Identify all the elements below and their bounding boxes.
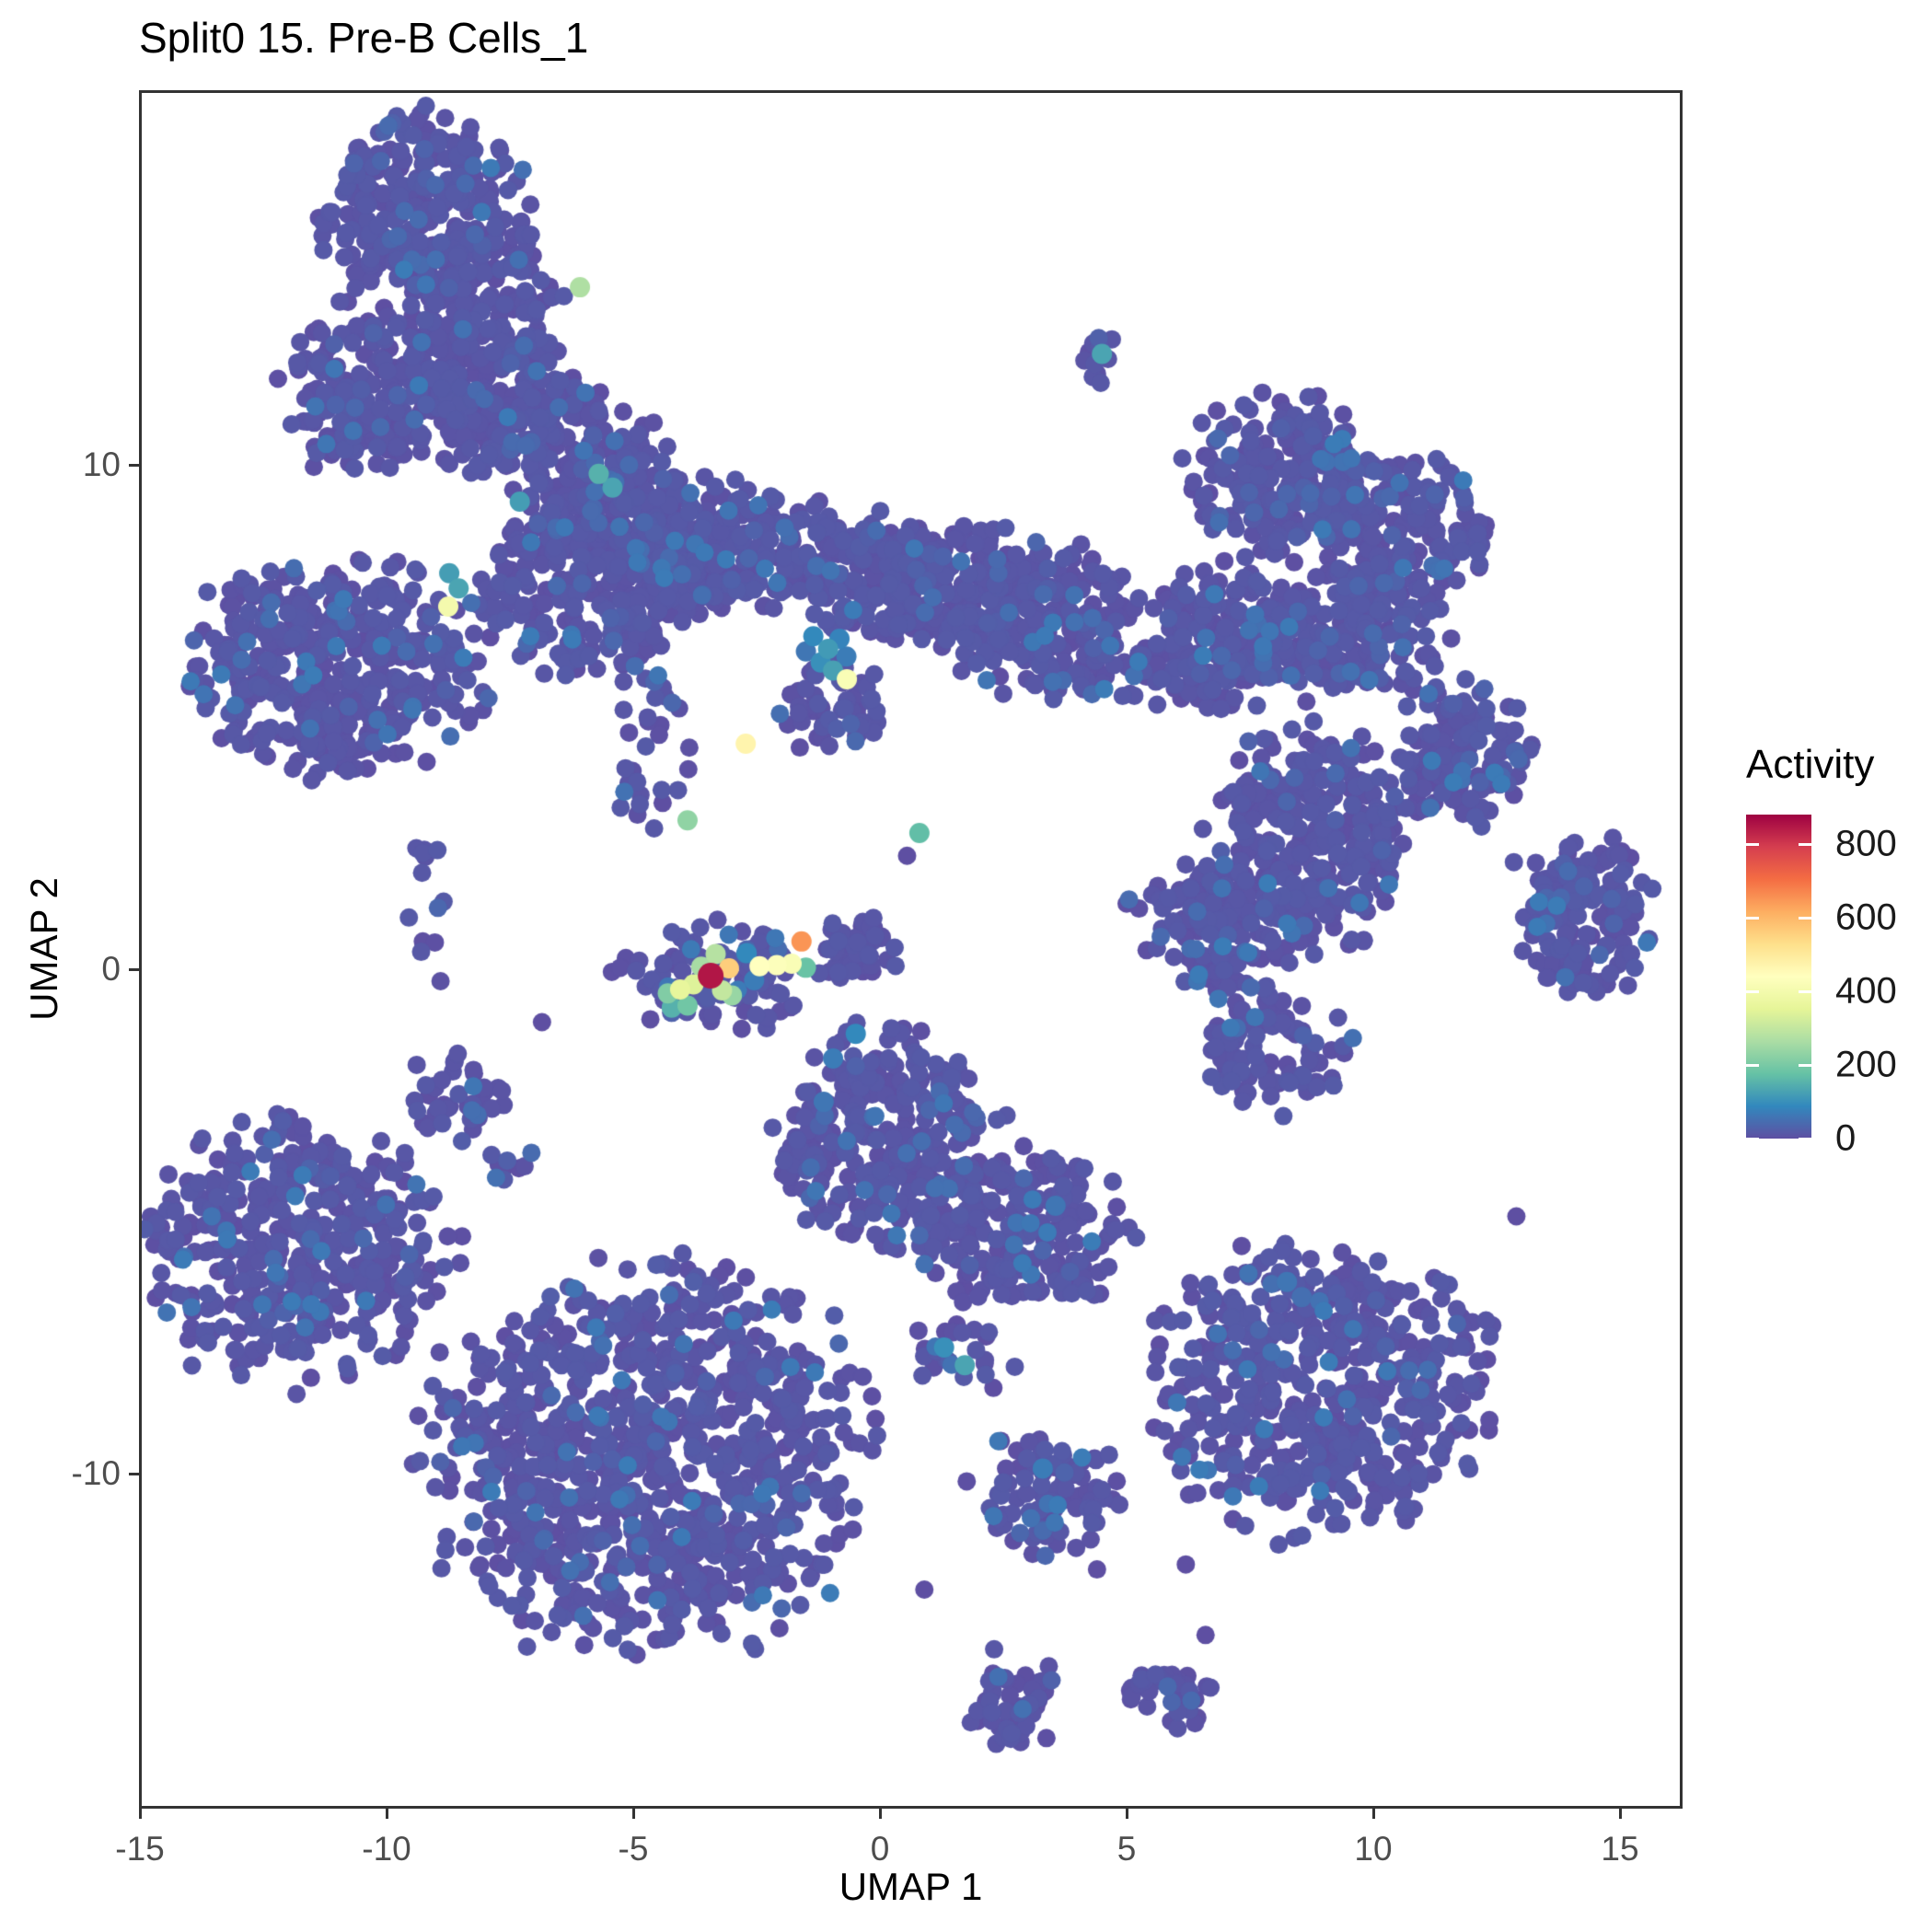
- colorbar-tick-mark: [1746, 917, 1759, 920]
- y-tick-label: -10: [71, 1454, 121, 1492]
- x-tick-mark: [879, 1809, 882, 1819]
- x-tick-label: -10: [362, 1830, 411, 1868]
- y-tick-mark: [129, 464, 139, 467]
- plot-panel: [139, 90, 1683, 1809]
- x-tick-label: -5: [618, 1830, 649, 1868]
- colorbar-tick-mark: [1799, 1064, 1811, 1067]
- x-tick-label: 5: [1116, 1830, 1137, 1868]
- x-tick-label: -15: [115, 1830, 165, 1868]
- colorbar-tick-mark: [1746, 1064, 1759, 1067]
- colorbar-tick-label: 600: [1835, 897, 1897, 938]
- colorbar-tick-mark: [1799, 1138, 1811, 1140]
- colorbar-tick-label: 400: [1835, 970, 1897, 1012]
- colorbar-tick-mark: [1799, 843, 1811, 846]
- colorbar-tick-mark: [1746, 990, 1759, 993]
- y-axis-title: UMAP 2: [22, 877, 65, 1021]
- x-tick-mark: [1372, 1809, 1375, 1819]
- x-axis-title: UMAP 1: [839, 1865, 983, 1908]
- colorbar-tick-mark: [1746, 843, 1759, 846]
- activity-colorbar: [1746, 815, 1811, 1139]
- colorbar-tick-mark: [1746, 1138, 1759, 1140]
- y-tick-label: 0: [101, 950, 121, 988]
- y-tick-mark: [129, 968, 139, 971]
- x-tick-label: 15: [1601, 1830, 1639, 1868]
- x-tick-mark: [139, 1809, 142, 1819]
- y-tick-mark: [129, 1473, 139, 1475]
- x-tick-label: 0: [870, 1830, 890, 1868]
- x-tick-mark: [386, 1809, 388, 1819]
- x-tick-label: 10: [1354, 1830, 1393, 1868]
- x-tick-mark: [1126, 1809, 1128, 1819]
- plot-title: Split0 15. Pre-B Cells_1: [139, 14, 589, 62]
- umap-scatter-canvas: [142, 93, 1680, 1806]
- x-tick-mark: [1619, 1809, 1622, 1819]
- x-tick-mark: [632, 1809, 635, 1819]
- colorbar-tick-label: 200: [1835, 1044, 1897, 1085]
- legend-title: Activity: [1746, 742, 1875, 787]
- y-tick-label: 10: [82, 445, 121, 483]
- colorbar-tick-mark: [1799, 917, 1811, 920]
- colorbar-tick-mark: [1799, 990, 1811, 993]
- colorbar-tick-label: 800: [1835, 823, 1897, 864]
- colorbar-tick-label: 0: [1835, 1117, 1857, 1159]
